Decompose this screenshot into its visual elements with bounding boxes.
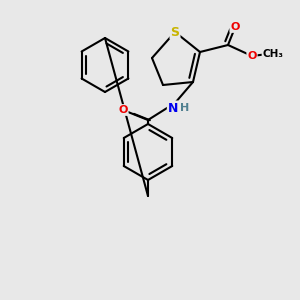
Text: CH₃: CH₃ (262, 49, 284, 59)
Text: O: O (247, 51, 257, 61)
Text: O: O (118, 105, 128, 115)
Text: S: S (170, 26, 179, 38)
Text: O: O (230, 22, 240, 32)
Text: N: N (168, 101, 178, 115)
Text: H: H (180, 103, 190, 113)
